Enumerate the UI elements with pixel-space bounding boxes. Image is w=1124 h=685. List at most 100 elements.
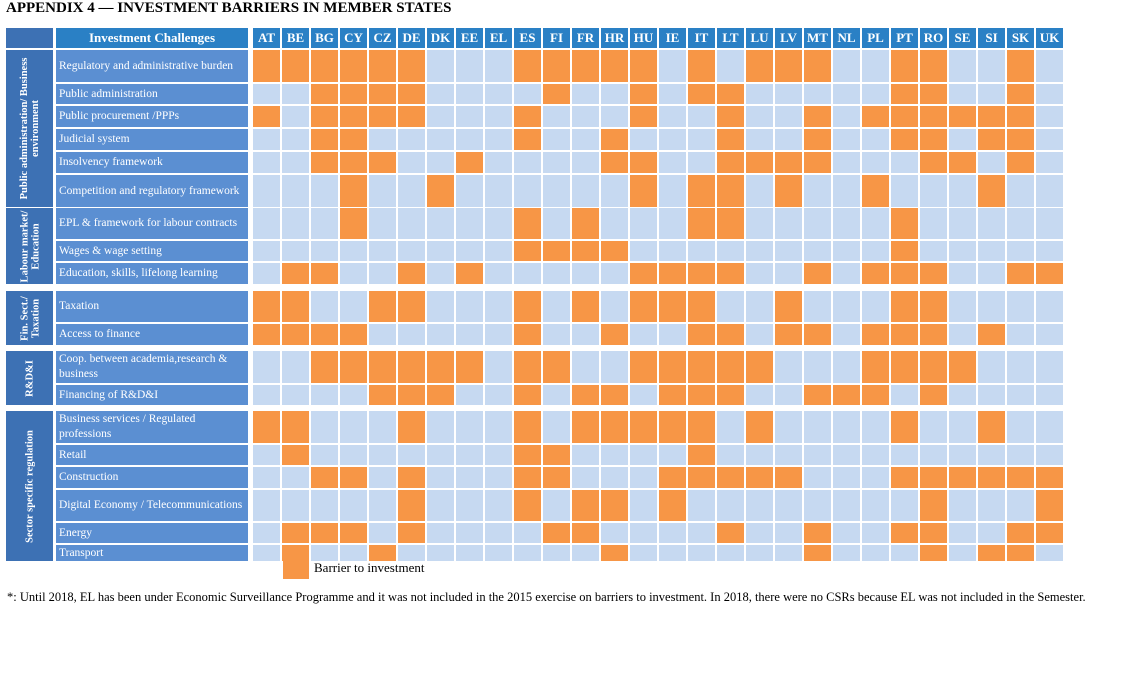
no-barrier-cell — [601, 351, 628, 383]
no-barrier-cell — [949, 129, 976, 150]
no-barrier-cell — [572, 351, 599, 383]
title-part: M — [323, 0, 338, 16]
barrier-cell — [630, 291, 657, 322]
barrier-cell — [804, 106, 831, 127]
barrier-cell — [717, 351, 744, 383]
no-barrier-cell — [369, 523, 396, 543]
country-header-es: ES — [514, 28, 541, 48]
barrier-cell — [340, 351, 367, 383]
barrier-cell — [1007, 467, 1034, 488]
barrier-cell — [804, 50, 831, 82]
no-barrier-cell — [862, 152, 889, 173]
barrier-cell — [775, 50, 802, 82]
no-barrier-cell — [688, 106, 715, 127]
no-barrier-cell — [659, 445, 686, 465]
group-block: Labour market/ Education — [6, 208, 53, 284]
no-barrier-cell — [862, 467, 889, 488]
barrier-cell — [427, 175, 454, 207]
row-label: Retail — [56, 445, 248, 465]
barrier-cell — [630, 411, 657, 443]
no-barrier-cell — [572, 129, 599, 150]
country-header-bg: BG — [311, 28, 338, 48]
no-barrier-cell — [949, 208, 976, 239]
no-barrier-cell — [485, 351, 512, 383]
barrier-cell — [543, 445, 570, 465]
no-barrier-cell — [456, 175, 483, 207]
barrier-cell — [717, 152, 744, 173]
no-barrier-cell — [514, 84, 541, 104]
footnote: *: Until 2018, EL has been under Economi… — [7, 590, 1086, 604]
no-barrier-cell — [514, 152, 541, 173]
title-part: EMBER — [337, 0, 397, 16]
no-barrier-cell — [398, 241, 425, 261]
no-barrier-cell — [340, 263, 367, 284]
barrier-cell — [514, 241, 541, 261]
barrier-cell — [804, 152, 831, 173]
barrier-cell — [804, 545, 831, 561]
barrier-cell — [514, 351, 541, 383]
row-label: Business services / Regulated profession… — [56, 411, 248, 443]
barrier-cell — [920, 351, 947, 383]
no-barrier-cell — [340, 385, 367, 405]
no-barrier-cell — [485, 545, 512, 561]
no-barrier-cell — [949, 84, 976, 104]
no-barrier-cell — [804, 490, 831, 521]
no-barrier-cell — [282, 175, 309, 207]
no-barrier-cell — [601, 263, 628, 284]
no-barrier-cell — [253, 208, 280, 239]
barrier-cell — [398, 411, 425, 443]
barrier-cell — [775, 152, 802, 173]
no-barrier-cell — [630, 523, 657, 543]
barrier-cell — [688, 208, 715, 239]
barrier-cell — [717, 106, 744, 127]
no-barrier-cell — [630, 467, 657, 488]
barrier-cell — [891, 129, 918, 150]
no-barrier-cell — [543, 291, 570, 322]
no-barrier-cell — [311, 411, 338, 443]
no-barrier-cell — [253, 175, 280, 207]
barrier-cell — [1007, 545, 1034, 561]
no-barrier-cell — [717, 545, 744, 561]
no-barrier-cell — [804, 84, 831, 104]
no-barrier-cell — [485, 208, 512, 239]
barrier-cell — [891, 263, 918, 284]
title-part: APPENDIX 4 — I — [6, 0, 124, 16]
no-barrier-cell — [978, 152, 1005, 173]
barrier-cell — [746, 351, 773, 383]
no-barrier-cell — [572, 84, 599, 104]
barrier-cell — [398, 50, 425, 82]
barrier-cell — [340, 208, 367, 239]
no-barrier-cell — [543, 385, 570, 405]
no-barrier-cell — [862, 545, 889, 561]
no-barrier-cell — [659, 208, 686, 239]
row-label: EPL & framework for labour contracts — [56, 208, 248, 239]
barrier-cell — [514, 291, 541, 322]
no-barrier-cell — [1036, 208, 1063, 239]
barrier-cell — [282, 50, 309, 82]
no-barrier-cell — [833, 129, 860, 150]
barrier-cell — [949, 152, 976, 173]
no-barrier-cell — [427, 84, 454, 104]
no-barrier-cell — [688, 545, 715, 561]
header-title: Investment Challenges — [56, 28, 248, 48]
barrier-cell — [311, 263, 338, 284]
barrier-cell — [717, 467, 744, 488]
row-label: Public procurement /PPPs — [56, 106, 248, 127]
barrier-cell — [398, 84, 425, 104]
barrier-cell — [369, 84, 396, 104]
no-barrier-cell — [253, 523, 280, 543]
no-barrier-cell — [978, 263, 1005, 284]
barrier-cell — [282, 263, 309, 284]
barrier-cell — [398, 385, 425, 405]
barrier-cell — [746, 411, 773, 443]
no-barrier-cell — [833, 50, 860, 82]
no-barrier-cell — [862, 208, 889, 239]
barrier-cell — [891, 523, 918, 543]
no-barrier-cell — [485, 152, 512, 173]
no-barrier-cell — [427, 490, 454, 521]
no-barrier-cell — [427, 241, 454, 261]
no-barrier-cell — [253, 152, 280, 173]
barrier-cell — [514, 445, 541, 465]
barrier-cell — [514, 208, 541, 239]
barrier-cell — [804, 523, 831, 543]
